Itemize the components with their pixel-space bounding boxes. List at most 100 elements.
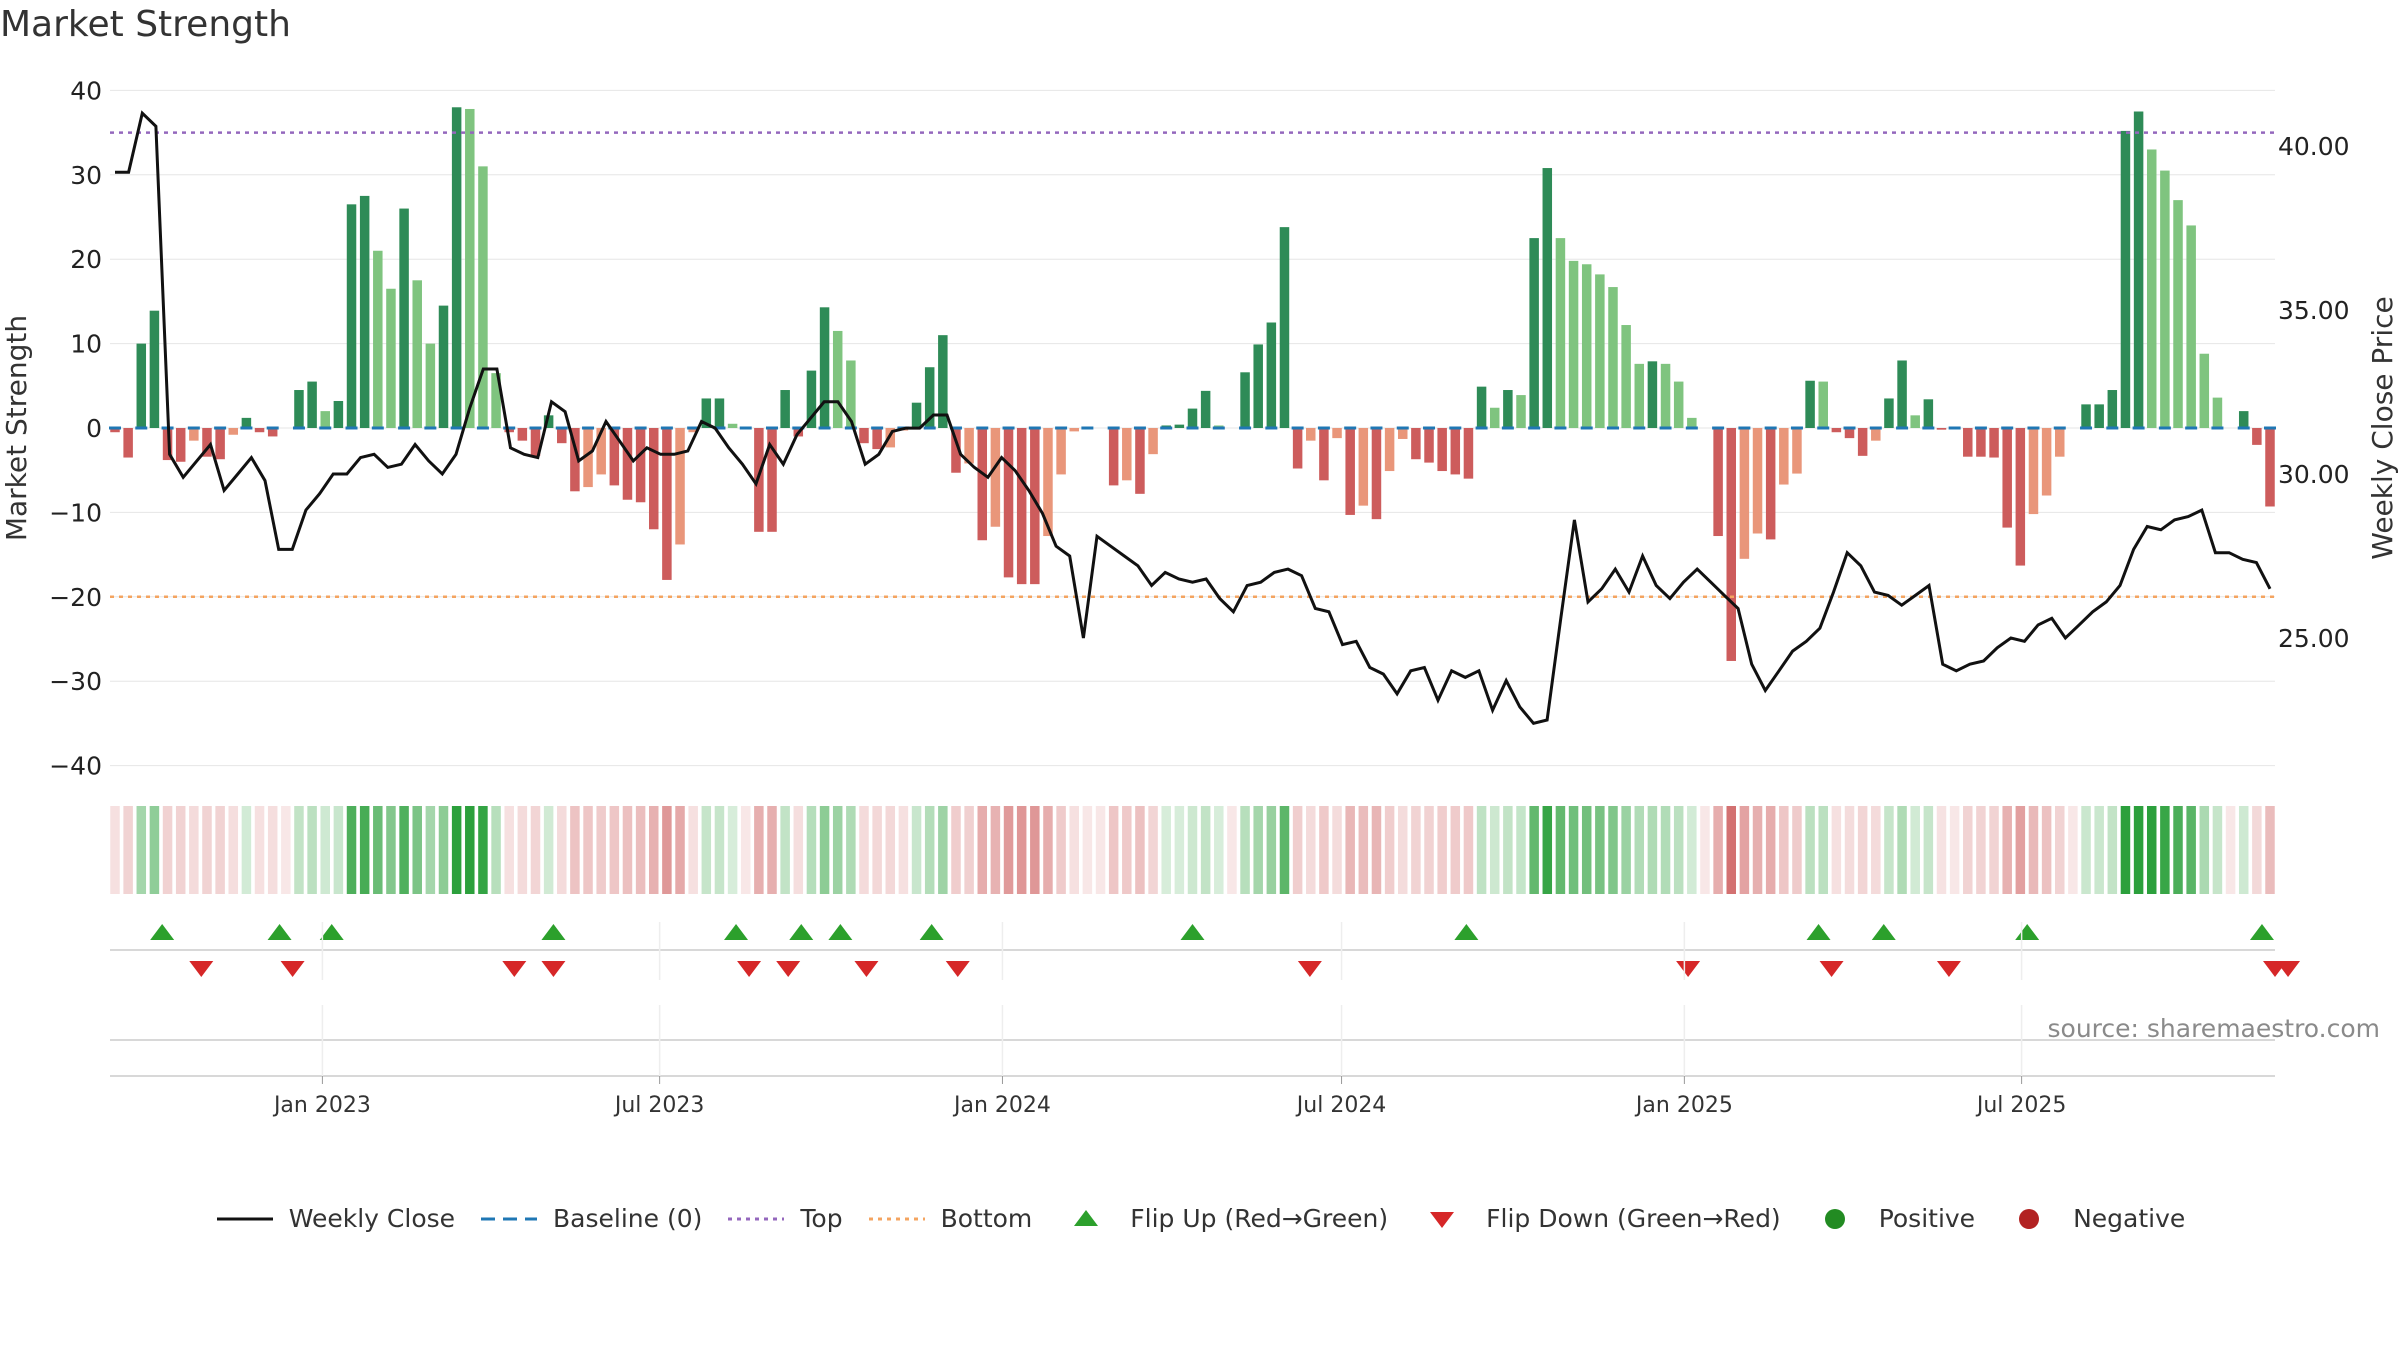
heat-cell — [2225, 806, 2236, 894]
heat-cell — [1621, 806, 1631, 894]
heat-cell — [1371, 806, 1382, 894]
heat-cell — [530, 806, 541, 894]
strength-bar — [2212, 397, 2223, 428]
strength-bar — [1910, 415, 1920, 428]
strength-bar — [951, 428, 961, 473]
strength-bar — [254, 428, 265, 433]
x-tick-label: Jul 2025 — [1975, 1093, 2067, 1118]
strength-bar — [1805, 380, 1815, 428]
heat-cell — [1411, 806, 1421, 894]
heat-cell — [267, 806, 278, 894]
strength-bar — [557, 428, 567, 444]
heat-cell — [1647, 806, 1658, 894]
heat-cell — [543, 806, 554, 894]
heat-cell — [1608, 806, 1618, 894]
legend-item-weekly-close: Weekly Close — [215, 1204, 455, 1233]
strength-bar — [1516, 395, 1526, 428]
legend-label: Top — [800, 1204, 843, 1233]
heat-cell — [202, 806, 212, 894]
heat-cell — [1595, 806, 1605, 894]
heat-cell — [1214, 806, 1224, 894]
heat-cell — [1897, 806, 1907, 894]
strength-bar — [1857, 428, 1868, 456]
strength-bar — [1818, 381, 1828, 428]
heat-cell — [1660, 806, 1671, 894]
flip-down-marker — [1819, 961, 1844, 977]
strength-bar — [1174, 424, 1185, 428]
strength-bar — [1411, 428, 1421, 460]
heat-cell — [1581, 806, 1592, 894]
x-tick-label: Jan 2023 — [272, 1093, 371, 1118]
strength-bar — [175, 428, 186, 462]
strength-bar — [701, 398, 712, 428]
y2-tick-label: 30.00 — [2278, 460, 2350, 489]
strength-bar — [2028, 428, 2039, 515]
strength-bars — [110, 107, 2275, 661]
heat-cell — [1765, 806, 1776, 894]
flip-down-marker — [502, 961, 527, 977]
y-tick-label: 10 — [70, 330, 102, 359]
heat-cell — [2107, 806, 2118, 894]
legend-item-negative: Negative — [1999, 1204, 2185, 1233]
strength-bar — [517, 428, 528, 441]
strength-bar — [714, 398, 725, 428]
strength-bar — [136, 343, 147, 428]
heat-cell — [2265, 806, 2275, 894]
heat-cell — [228, 806, 239, 894]
flip-down-marker — [737, 961, 762, 977]
strength-bar — [1056, 428, 1066, 475]
strength-bar — [1687, 417, 1697, 428]
heat-cell — [2068, 806, 2078, 894]
strength-bar — [1345, 428, 1355, 515]
y2-axis-label: Weekly Close Price — [2366, 296, 2399, 559]
strength-bar — [451, 107, 462, 428]
flip-down-marker — [776, 961, 801, 977]
strength-heat-strip — [110, 806, 2275, 894]
strength-bar — [2094, 404, 2104, 428]
heat-cell — [2055, 806, 2065, 894]
flip-up-marker — [724, 924, 749, 940]
x-tick-label: Jan 2025 — [1634, 1093, 1733, 1118]
flip-up-marker — [2249, 924, 2274, 940]
heat-cell — [2002, 806, 2012, 894]
strength-bar — [346, 204, 357, 428]
heat-cell — [924, 806, 935, 894]
strength-bar — [2120, 130, 2131, 429]
x-tick-label: Jul 2024 — [1295, 1093, 1387, 1118]
flip-down-marker — [1936, 961, 1961, 977]
heat-cell — [1424, 806, 1434, 894]
heat-cell — [1673, 806, 1684, 894]
heat-cell — [438, 806, 449, 894]
heat-cell — [1437, 806, 1447, 894]
y-tick-label: −10 — [49, 498, 102, 527]
heat-cell — [491, 806, 501, 894]
heat-cell — [1739, 806, 1750, 894]
heat-cell — [1871, 806, 1881, 894]
strength-bar — [1397, 428, 1408, 439]
y2-tick-label: 40.00 — [2278, 132, 2350, 161]
weekly-close-line — [115, 110, 2272, 725]
triangle-down-icon — [1430, 1211, 1455, 1228]
strength-bar — [1371, 428, 1382, 520]
heat-cell — [1831, 806, 1842, 894]
strength-bar — [189, 428, 199, 441]
strength-bar — [938, 335, 948, 428]
heat-cell — [964, 806, 974, 894]
strength-bar — [530, 428, 541, 456]
flip-markers-panel — [110, 924, 2301, 1041]
strength-bar — [924, 367, 935, 428]
legend-label: Weekly Close — [288, 1204, 456, 1233]
heat-cell — [1056, 806, 1066, 894]
heat-cell — [2186, 806, 2196, 894]
strength-bar — [832, 330, 843, 428]
heat-cell — [307, 806, 317, 894]
heat-cell — [1095, 806, 1106, 894]
heat-cell — [1397, 806, 1408, 894]
strength-bar — [162, 428, 173, 461]
flip-up-marker — [319, 924, 344, 940]
y-tick-label: 20 — [70, 245, 102, 274]
strength-bar — [622, 428, 633, 500]
strength-bar — [767, 428, 777, 532]
strength-bar — [1529, 238, 1539, 428]
strength-bar — [649, 428, 659, 530]
